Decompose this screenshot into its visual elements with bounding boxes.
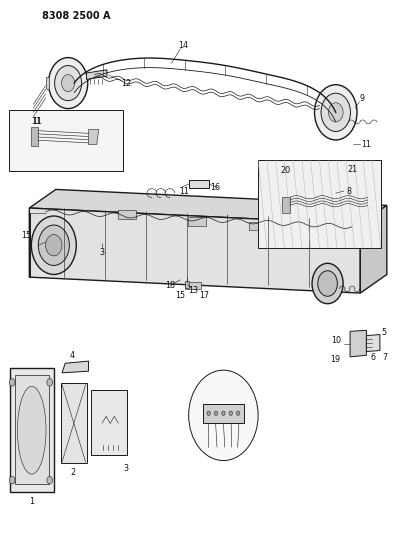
Circle shape [54, 66, 81, 101]
Circle shape [311, 263, 342, 304]
Polygon shape [15, 375, 49, 484]
Text: 3: 3 [99, 248, 104, 257]
Text: 11: 11 [31, 117, 42, 126]
Polygon shape [62, 361, 88, 373]
Text: 10: 10 [330, 336, 340, 345]
Polygon shape [45, 77, 48, 90]
Text: 3: 3 [123, 464, 128, 473]
Circle shape [31, 216, 76, 274]
Circle shape [221, 411, 225, 415]
Circle shape [45, 235, 62, 256]
Text: 16: 16 [210, 183, 220, 192]
Text: 6: 6 [369, 353, 374, 362]
Circle shape [188, 370, 258, 461]
Circle shape [328, 103, 342, 122]
Circle shape [320, 93, 350, 132]
Text: 17: 17 [199, 291, 209, 300]
Circle shape [207, 411, 210, 415]
Circle shape [9, 378, 15, 386]
Text: 19: 19 [330, 355, 340, 364]
Text: 4: 4 [70, 351, 74, 360]
Text: 9: 9 [359, 94, 364, 103]
Circle shape [236, 411, 239, 415]
Text: 11: 11 [32, 117, 43, 126]
Polygon shape [31, 127, 38, 146]
Polygon shape [187, 217, 205, 225]
Text: 12: 12 [121, 78, 131, 87]
Polygon shape [118, 210, 136, 219]
Circle shape [61, 75, 74, 92]
Polygon shape [360, 205, 386, 293]
Polygon shape [249, 222, 266, 230]
Bar [258, 160, 380, 248]
Circle shape [47, 477, 52, 484]
Text: 5: 5 [380, 328, 385, 337]
Polygon shape [366, 335, 379, 352]
Polygon shape [88, 130, 99, 144]
Circle shape [229, 411, 232, 415]
Polygon shape [184, 281, 189, 288]
Text: 8: 8 [346, 187, 351, 196]
Text: 11: 11 [360, 140, 371, 149]
Polygon shape [349, 330, 366, 357]
Text: 20: 20 [280, 166, 290, 175]
Polygon shape [29, 208, 360, 293]
Text: 2: 2 [71, 468, 76, 477]
Circle shape [48, 58, 88, 109]
Circle shape [38, 225, 69, 265]
Polygon shape [281, 197, 289, 213]
Ellipse shape [18, 386, 46, 474]
Polygon shape [184, 282, 200, 289]
Polygon shape [29, 189, 386, 224]
Text: 8308 2500 A: 8308 2500 A [41, 11, 110, 21]
Text: 14: 14 [178, 41, 188, 50]
Polygon shape [188, 180, 209, 188]
Text: 21: 21 [346, 165, 356, 174]
Text: 15: 15 [175, 291, 185, 300]
Circle shape [314, 85, 356, 140]
Polygon shape [61, 383, 86, 463]
Polygon shape [10, 368, 54, 492]
Text: 13: 13 [188, 286, 198, 295]
Polygon shape [86, 70, 107, 79]
Polygon shape [202, 403, 243, 423]
Circle shape [47, 378, 52, 386]
Polygon shape [90, 390, 127, 455]
Text: 7: 7 [381, 353, 387, 362]
Text: 11: 11 [179, 187, 189, 196]
Text: 1: 1 [29, 497, 34, 506]
Circle shape [214, 411, 217, 415]
Text: 18: 18 [165, 280, 175, 289]
Bar [9, 110, 123, 171]
Circle shape [317, 271, 337, 296]
Circle shape [9, 477, 15, 484]
Text: 15: 15 [21, 231, 31, 240]
